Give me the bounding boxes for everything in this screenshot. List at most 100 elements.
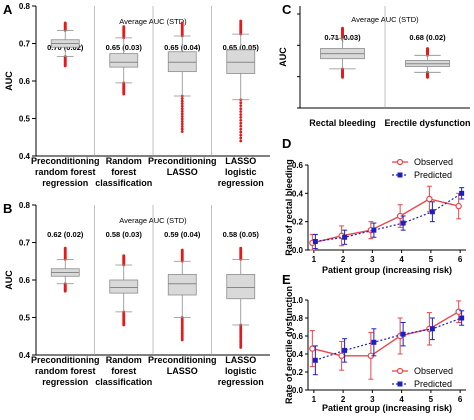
outlier-point xyxy=(63,21,67,25)
data-point xyxy=(455,308,462,315)
outlier-point xyxy=(122,25,126,29)
y-axis-label: AUC xyxy=(4,270,14,290)
box-body xyxy=(167,273,197,296)
outlier-point xyxy=(239,113,243,116)
outlier-point xyxy=(180,102,184,106)
panel-letter: C xyxy=(282,2,292,17)
outlier-point xyxy=(426,47,429,50)
y-tick-label: 0.4 xyxy=(19,152,31,161)
panel-letter: A xyxy=(3,2,13,17)
stat-label: 0.62 (0.02) xyxy=(47,230,84,239)
data-point xyxy=(429,209,435,215)
y-tick-label: 0.0 xyxy=(292,246,304,255)
category-label: Erectile dysfunction xyxy=(384,118,470,128)
data-point xyxy=(371,227,377,233)
category-label: regression xyxy=(42,377,88,387)
category-label: forest xyxy=(111,366,136,376)
box-2: 0.68 (0.02) Erectile dysfunction xyxy=(384,33,470,128)
category-label: Preconditioning xyxy=(148,156,217,166)
outlier-point xyxy=(239,110,243,113)
category-label: Rectal bleeding xyxy=(309,118,376,128)
category-label: LASSO xyxy=(167,167,198,177)
series-predicted xyxy=(312,187,465,250)
y-tick-label: 0.2 xyxy=(292,368,304,377)
category-label: regression xyxy=(218,377,264,387)
outlier-point xyxy=(239,246,243,250)
legend-label: Observed xyxy=(414,157,453,167)
legend-label: Predicted xyxy=(414,170,452,180)
category-label: logistic xyxy=(225,167,257,177)
series-line xyxy=(315,317,462,361)
panel-letter: D xyxy=(282,136,291,151)
outlier-point xyxy=(239,121,243,125)
y-tick-label: 0.6 xyxy=(292,161,304,170)
outlier-point xyxy=(239,116,243,119)
category-label: forest xyxy=(111,167,136,177)
legend-label: Predicted xyxy=(414,379,452,389)
outlier-point xyxy=(341,26,344,30)
stat-label: 0.58 (0.05) xyxy=(223,230,260,239)
category-label: classification xyxy=(95,178,152,188)
y-tick-label: 0.8 xyxy=(19,201,31,210)
outlier-point xyxy=(63,246,67,250)
data-point xyxy=(338,352,345,359)
outlier-point xyxy=(180,104,184,108)
outlier-point xyxy=(180,120,184,123)
panel-letter: B xyxy=(3,201,12,216)
outlier-point xyxy=(180,114,184,118)
y-tick-label: 0.5 xyxy=(19,115,31,124)
x-tick-label: 6 xyxy=(458,255,463,264)
x-tick-label: 3 xyxy=(370,255,375,264)
y-tick-label: 0.7 xyxy=(19,40,31,49)
outlier-point xyxy=(122,254,126,258)
category-label: Preconditioning xyxy=(31,156,100,166)
outlier-point xyxy=(239,346,243,349)
outlier-point xyxy=(63,64,67,68)
legend-marker xyxy=(397,381,403,387)
outlier-point xyxy=(122,92,126,96)
series-line xyxy=(312,311,460,357)
y-tick-label: 0.4 xyxy=(292,189,304,198)
category-label: Preconditioning xyxy=(31,355,100,365)
stat-label: 0.68 (0.02) xyxy=(409,33,446,42)
outlier-point xyxy=(180,97,184,100)
outlier-point xyxy=(180,122,184,126)
y-axis-label: AUC xyxy=(278,47,288,67)
legend-marker xyxy=(397,172,403,178)
y-tick-label: 0.4 xyxy=(19,351,31,360)
outlier-point xyxy=(180,99,184,103)
data-point xyxy=(312,357,318,363)
outlier-point xyxy=(239,107,243,110)
series-observed xyxy=(309,300,462,380)
category-label: Preconditioning xyxy=(148,355,217,365)
data-point xyxy=(459,315,465,321)
legend: Observed Predicted xyxy=(392,157,453,180)
outlier-point xyxy=(63,289,67,293)
data-point xyxy=(455,202,462,210)
panel-e: E 0.0 0.2 0.4 0.6 0.8 1.0 1 2 3 4 5 6 Patient group (… xyxy=(282,272,466,413)
outlier-point xyxy=(239,127,243,131)
panel-d: D 0.0 0.2 0.4 0.6 1 2 3 4 5 6 Patient group (increa… xyxy=(282,136,466,275)
legend-label: Observed xyxy=(414,366,453,376)
series-line xyxy=(315,192,462,243)
category-label: logistic xyxy=(225,366,257,376)
y-tick-label: 0.2 xyxy=(292,218,304,227)
outlier-point xyxy=(239,124,243,128)
outlier-point xyxy=(180,127,184,131)
x-tick-label: 1 xyxy=(312,395,317,404)
category-label: regression xyxy=(218,178,264,188)
outlier-point xyxy=(239,133,243,137)
stat-label: 0.58 (0.03) xyxy=(106,230,143,239)
outlier-point xyxy=(239,104,243,108)
data-point xyxy=(400,331,406,337)
outlier-point xyxy=(239,118,243,122)
